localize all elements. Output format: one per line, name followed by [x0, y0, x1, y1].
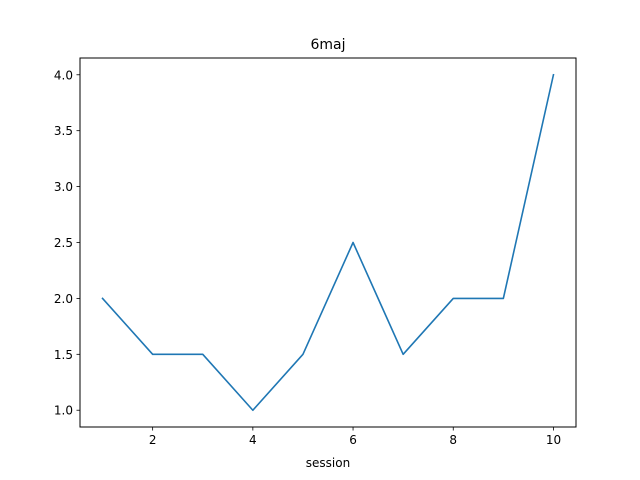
- y-tick-label: 3.5: [54, 124, 73, 138]
- x-tick-label: 4: [249, 433, 257, 447]
- y-tick-label: 1.5: [54, 348, 73, 362]
- plot-area: 2 4 6 8 10 1.0 1.5 2.0 2.5 3.0 3.5 4.0: [54, 57, 577, 447]
- x-axis-title: session: [306, 456, 350, 470]
- chart-title: 6maj: [310, 37, 345, 53]
- y-tick-label: 4.0: [54, 68, 73, 82]
- series-line: [101, 73, 555, 412]
- x-tick-label: 2: [149, 433, 157, 447]
- x-tick-label: 8: [449, 433, 457, 447]
- y-tick-label: 3.0: [54, 180, 73, 194]
- y-tick-label: 2.5: [54, 236, 73, 250]
- y-tick-label: 2.0: [54, 292, 73, 306]
- y-axis-ticks: 1.0 1.5 2.0 2.5 3.0 3.5 4.0: [54, 68, 80, 418]
- x-tick-label: 10: [546, 433, 561, 447]
- x-axis-ticks: 2 4 6 8 10: [149, 427, 561, 447]
- series-layer: [101, 73, 555, 412]
- x-tick-label: 6: [349, 433, 357, 447]
- axes-frame: [79, 57, 577, 428]
- y-tick-label: 1.0: [54, 404, 73, 418]
